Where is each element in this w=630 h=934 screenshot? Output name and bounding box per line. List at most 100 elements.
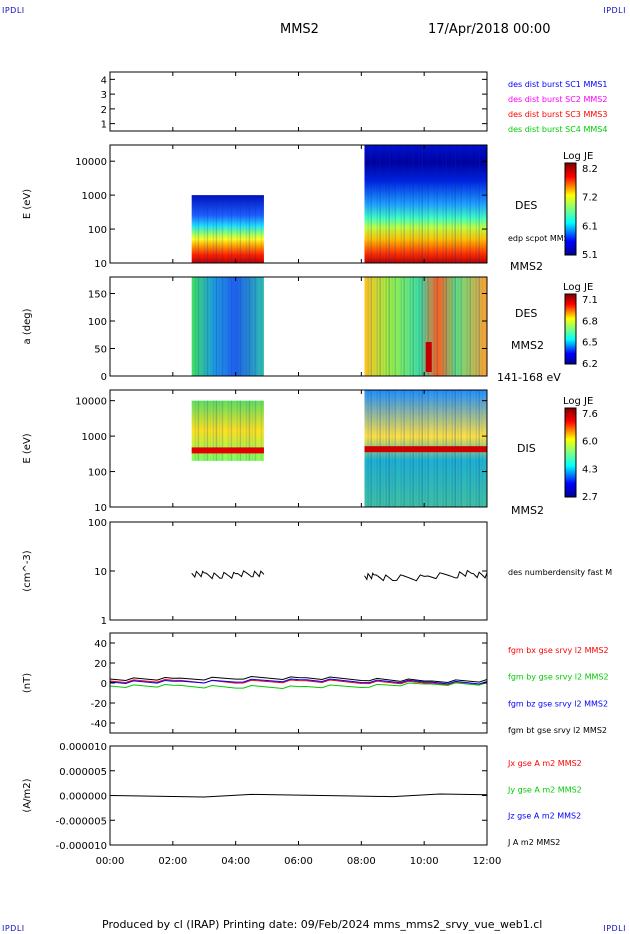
- spectrogram-stripe: [221, 400, 224, 461]
- series-line: [109, 678, 488, 685]
- spectrogram-stripe: [215, 277, 218, 376]
- spectrogram-stripe: [466, 277, 468, 376]
- legend-entry: fgm bz gse srvy l2 MMS2: [508, 699, 608, 708]
- spectrogram-stripe: [385, 277, 387, 376]
- colorbar-tick-label: 6.1: [582, 221, 598, 232]
- spectrogram-stripe: [475, 277, 477, 376]
- legend-entry: des dist burst SC2 MMS2: [508, 95, 607, 104]
- spectrogram-stripe: [194, 195, 197, 263]
- spectrogram-stripe: [236, 277, 239, 376]
- spectrogram-stripe: [239, 277, 242, 376]
- spectrogram-stripe: [248, 195, 251, 263]
- colorbar-tick-label: 8.2: [582, 164, 598, 175]
- spectrogram-stripe: [245, 195, 248, 263]
- spectrogram-stripe: [234, 277, 236, 376]
- panel-7: 0.000010 0.000005 0.000000 -0.000005 -0.0000…: [22, 742, 582, 867]
- spectrogram-stripe: [203, 277, 206, 376]
- spectrogram-stripe: [197, 277, 200, 376]
- legend-entry: des dist burst SC4 MMS4: [508, 125, 607, 134]
- spectrogram-stripe: [203, 400, 206, 461]
- legend-entry: fgm bt gse srvy l2 MMS2: [508, 726, 607, 735]
- y-axis-label: E (eV): [22, 433, 33, 463]
- y-tick-label: 1: [101, 616, 107, 627]
- spectrogram-stripe: [391, 145, 393, 263]
- panel-2: 10000 1000 100 10 E (eV) DES edp scpot MMS2 MMS…: [22, 144, 598, 273]
- spectrogram-stripe: [203, 195, 206, 263]
- spectrogram-stripe: [260, 195, 263, 263]
- y-tick-label: -0.000005: [56, 816, 107, 827]
- panel-side-label: edp scpot MMS2: [508, 234, 574, 243]
- spectrogram-stripe: [460, 145, 462, 263]
- spectrogram-stripe: [260, 400, 263, 461]
- spectrogram-stripe: [409, 145, 411, 263]
- series-line: [109, 678, 488, 686]
- spectrogram-stripe: [230, 195, 233, 263]
- spectrogram-stripe: [406, 145, 408, 263]
- legend-entry: Jy gse A m2 MMS2: [507, 785, 582, 794]
- spectrogram-stripe: [206, 400, 209, 461]
- colorbar-title: Log JE: [563, 396, 593, 407]
- spectrogram-stripe: [234, 195, 236, 263]
- spectrogram-stripe: [427, 145, 429, 263]
- colorbar-tick-label: 6.8: [582, 316, 598, 327]
- legend-entry: J A m2 MMS2: [507, 838, 560, 847]
- y-tick-label: -0.000010: [56, 841, 107, 852]
- colorbar-tick-label: 7.2: [582, 193, 598, 204]
- spectrogram-stripe: [194, 400, 197, 461]
- legend-entry: fgm by gse srvy l2 MMS2: [508, 673, 609, 682]
- y-tick-label: 10000: [75, 397, 107, 408]
- spectrogram-stripe: [221, 277, 224, 376]
- spectrogram-stripe: [436, 145, 438, 263]
- spectrogram-stripe: [478, 277, 480, 376]
- corner-label-top-right: IPDLI: [603, 6, 626, 15]
- y-tick-label: 100: [88, 468, 107, 479]
- spectrogram-stripe: [412, 145, 414, 263]
- series-line: [191, 570, 265, 580]
- spectrogram-stripe: [421, 145, 423, 263]
- spectrogram-stripe: [230, 400, 233, 461]
- x-tick-label: 02:00: [158, 856, 187, 867]
- spectrogram-stripe: [472, 277, 474, 376]
- legend-entry: Jz gse A m2 MMS2: [507, 812, 581, 821]
- ion-band: [364, 446, 487, 453]
- y-tick-label: 0.000010: [59, 742, 107, 753]
- y-tick-label: 10000: [75, 157, 107, 168]
- multi-panel-chart: 4 3 2 1 des dist burst SC1 MMS1 des dist burs…: [22, 71, 612, 867]
- spectrogram-stripe: [388, 277, 390, 376]
- spectrogram-stripe: [388, 145, 390, 263]
- y-axis-label: a (deg): [22, 308, 33, 344]
- spectrogram-stripe: [370, 145, 372, 263]
- spectrogram-stripe: [478, 145, 480, 263]
- y-tick-label: 10: [94, 567, 107, 578]
- spectrogram-stripe: [448, 277, 450, 376]
- spectrogram-stripe: [412, 277, 414, 376]
- spectrogram-stripe: [457, 277, 459, 376]
- colorbar-title: Log JE: [563, 151, 593, 162]
- spectrogram-stripe: [481, 145, 483, 263]
- colorbar-tick-label: 7.6: [582, 409, 598, 420]
- legend-entry: des numberdensity fast M: [508, 568, 612, 577]
- colorbar-tick-label: 6.5: [582, 338, 598, 349]
- spectrogram-stripe: [227, 277, 230, 376]
- y-tick-label: 2: [101, 105, 107, 116]
- series-line: [364, 569, 488, 582]
- spectrogram-stripe: [424, 145, 426, 263]
- spectrogram-stripe: [227, 400, 230, 461]
- spectrogram-stripe: [245, 277, 248, 376]
- spectrogram-stripe: [212, 195, 215, 263]
- y-tick-label: 0: [101, 372, 107, 383]
- y-tick-label: 1: [101, 120, 107, 131]
- panel-side-label: DES: [515, 307, 537, 320]
- spectrogram-stripe: [433, 277, 435, 376]
- panel-side-label: MMS2: [511, 339, 544, 352]
- panel-4: 10000 1000 100 10 E (eV) DIS MMS2 Log JE 7.6 6.0 4…: [22, 389, 598, 517]
- spectrogram-stripe: [376, 277, 378, 376]
- y-tick-label: 10: [94, 259, 107, 270]
- spectrogram-stripe: [201, 277, 203, 376]
- spectrogram-stripe: [406, 277, 408, 376]
- spectrogram-stripe: [260, 277, 263, 376]
- spectrogram-stripe: [218, 400, 221, 461]
- spectrogram-stripe: [367, 277, 369, 376]
- spectrogram-stripe: [230, 277, 233, 376]
- spectrogram-stripe: [197, 400, 200, 461]
